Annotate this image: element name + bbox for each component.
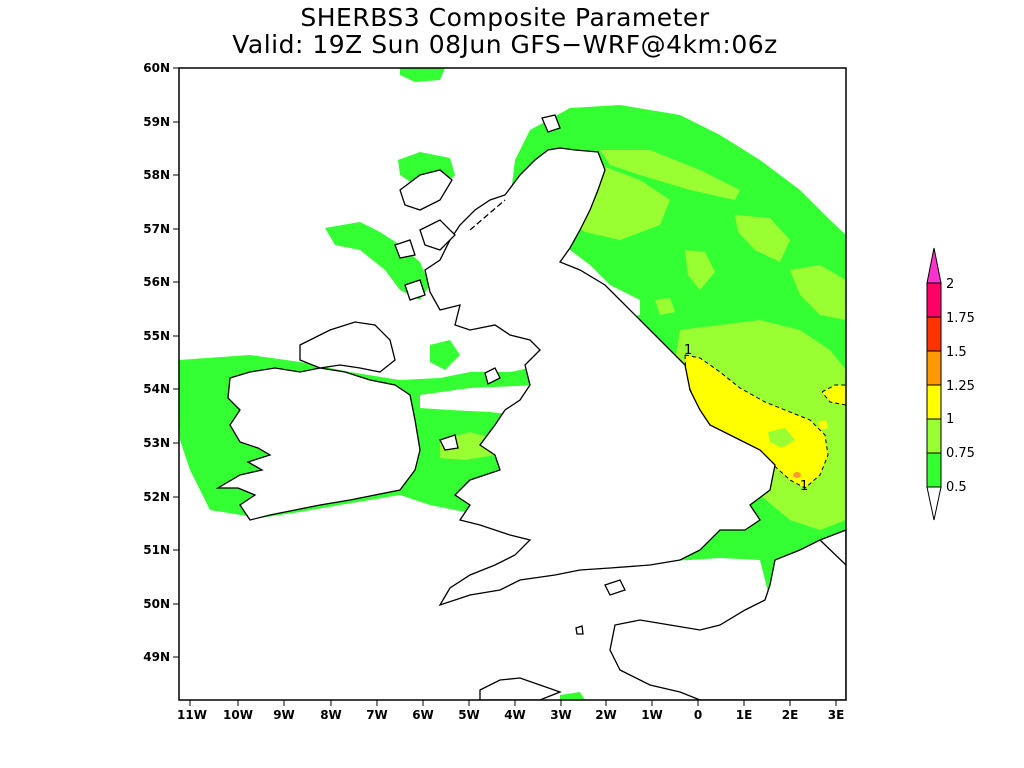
lat-label: 54N: [143, 382, 170, 396]
lat-label: 50N: [143, 597, 170, 611]
colorbar-label: 1.25: [946, 379, 975, 394]
map-frame: [178, 67, 847, 701]
coast-france: [609, 529, 846, 700]
lat-label: 53N: [143, 436, 170, 450]
border-france-belgium: [819, 539, 846, 566]
contour-label: 1: [684, 343, 692, 358]
coast-mull: [394, 239, 416, 259]
lon-label: 0: [694, 708, 702, 722]
coast-skye: [419, 219, 456, 251]
colorbar-label: 1.75: [946, 311, 975, 326]
colorbar-under-triangle: [926, 486, 942, 521]
contour-label: 1: [800, 479, 808, 494]
loch-great-glen: [469, 199, 506, 231]
colorbar-swatch-1-25-1-5: [926, 350, 942, 386]
lat-axis: 60N 59N 58N 57N 56N 55N 54N 53N 52N 51N …: [143, 61, 179, 664]
lon-label: 1E: [736, 708, 753, 722]
lon-axis: 11W 10W 9W 8W 7W 6W 5W 4W 3W 2W 1W 0 1E …: [177, 700, 844, 722]
fill-1-0-main: [685, 355, 828, 488]
lon-label: 3E: [828, 708, 845, 722]
lon-label: 8W: [320, 708, 342, 722]
lon-label: 4W: [504, 708, 526, 722]
contour-1-0: [684, 354, 829, 489]
fill-0-5-scotland: [325, 222, 430, 300]
colorbar-swatch-0-75-1: [926, 418, 942, 454]
lat-label: 55N: [143, 329, 170, 343]
coast-islay: [404, 279, 426, 301]
lat-label: 58N: [143, 168, 170, 182]
map-valid-time: Valid: 19Z Sun 08Jun GFS−WRF@4km:06z: [232, 30, 778, 59]
fill-0-75-north-sea-e: [790, 265, 846, 320]
fill-0-5-irishsea: [430, 340, 460, 370]
fill-0-75-north-sea-d: [655, 298, 675, 315]
lon-label: 7W: [366, 708, 388, 722]
fill-1-25-speck: [793, 472, 801, 478]
colorbar: 2 1.75 1.5 1.25 1 0.75 0.5: [926, 247, 975, 521]
contour-1-0-east: [821, 384, 846, 406]
fill-1-0-dot: [818, 420, 828, 430]
lon-label: 6W: [412, 708, 434, 722]
coast-orkney: [541, 114, 561, 133]
lon-label: 2E: [782, 708, 799, 722]
coast-brittany: [479, 677, 562, 700]
lat-label: 49N: [143, 650, 170, 664]
colorbar-swatch-0-5-0-75: [926, 452, 942, 488]
colorbar-swatch-1-5-1-75: [926, 316, 942, 352]
lon-label: 11W: [177, 708, 207, 722]
fill-0-75-north-sea-c: [685, 250, 715, 290]
lon-label: 9W: [273, 708, 295, 722]
coast-channel-islands: [575, 625, 584, 635]
lat-label: 56N: [143, 275, 170, 289]
colorbar-label: 0.5: [946, 480, 967, 495]
lon-label: 1W: [641, 708, 663, 722]
map-title: SHERBS3 Composite Parameter: [300, 3, 710, 32]
coast-n-ireland: [299, 321, 396, 373]
lon-label: 3W: [550, 708, 572, 722]
lat-label: 52N: [143, 490, 170, 504]
colorbar-over-triangle: [926, 247, 942, 284]
fill-yellow-hole: [768, 428, 795, 448]
colorbar-label: 1: [946, 412, 954, 427]
contour-fills: [179, 68, 846, 700]
fill-1-0-east: [822, 385, 846, 405]
lat-label: 57N: [143, 222, 170, 236]
lat-label: 60N: [143, 61, 170, 75]
coast-great-britain: [424, 147, 776, 607]
coast-isle-of-man: [484, 367, 501, 385]
lat-label: 59N: [143, 115, 170, 129]
coast-ireland: [215, 367, 421, 521]
colorbar-label: 2: [946, 277, 954, 292]
lon-label: 5W: [458, 708, 480, 722]
colorbar-swatch-1-75-2: [926, 282, 942, 318]
fill-0-75-north-sea-a: [600, 150, 740, 200]
coast-anglesey: [439, 434, 459, 451]
colorbar-swatch-1-1-25: [926, 384, 942, 420]
lon-label: 2W: [595, 708, 617, 722]
coast-isle-of-wight: [604, 579, 626, 596]
lon-label: 10W: [223, 708, 253, 722]
fill-0-5-top: [400, 68, 445, 82]
colorbar-label: 1.5: [946, 345, 967, 360]
lat-label: 51N: [143, 543, 170, 557]
coast-lewis: [399, 169, 453, 211]
fill-0-75-north-sea-b: [735, 215, 790, 262]
fill-0-5-bottom-blob: [560, 692, 585, 700]
colorbar-label: 0.75: [946, 446, 975, 461]
